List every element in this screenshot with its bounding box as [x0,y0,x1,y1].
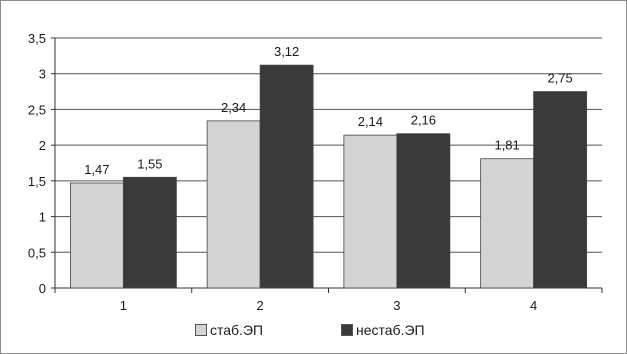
bar-stab [480,158,535,289]
legend-item-stab: стаб.ЭП [195,322,263,338]
bar-nestab [396,133,451,289]
legend-label-nestab: нестаб.ЭП [356,322,425,338]
legend-item-nestab: нестаб.ЭП [341,322,425,338]
y-tick-label: 1,5 [28,174,46,189]
x-tick-label: 3 [393,298,400,313]
data-label: 1,47 [84,162,109,177]
bar-nestab [533,91,588,289]
data-label: 2,16 [411,113,436,128]
y-tick-label: 0 [39,281,46,296]
bar-nestab [259,64,314,289]
y-tick-label: 2,5 [28,102,46,117]
data-label: 2,75 [547,71,572,86]
y-tick-label: 2 [39,138,46,153]
bar-stab [343,134,398,289]
x-tick-label: 1 [120,298,127,313]
data-label: 3,12 [274,44,299,59]
y-tick-label: 3 [39,67,46,82]
x-tick-label: 2 [257,298,264,313]
legend-label-stab: стаб.ЭП [210,322,264,338]
x-tick-label: 4 [530,298,537,313]
data-label: 2,14 [358,114,383,129]
bar-stab [69,182,124,289]
y-tick-label: 0,5 [28,245,46,260]
legend: стаб.ЭП нестаб.ЭП [0,322,627,346]
y-tick-label: 3,5 [28,31,46,46]
y-tick-label: 1 [39,210,46,225]
legend-swatch-nestab [341,324,353,336]
data-label: 1,55 [137,156,162,171]
bar-stab [206,120,261,289]
bar-nestab [122,176,177,289]
data-label: 1,81 [494,138,519,153]
legend-swatch-stab [195,324,207,336]
data-label: 2,34 [221,100,246,115]
